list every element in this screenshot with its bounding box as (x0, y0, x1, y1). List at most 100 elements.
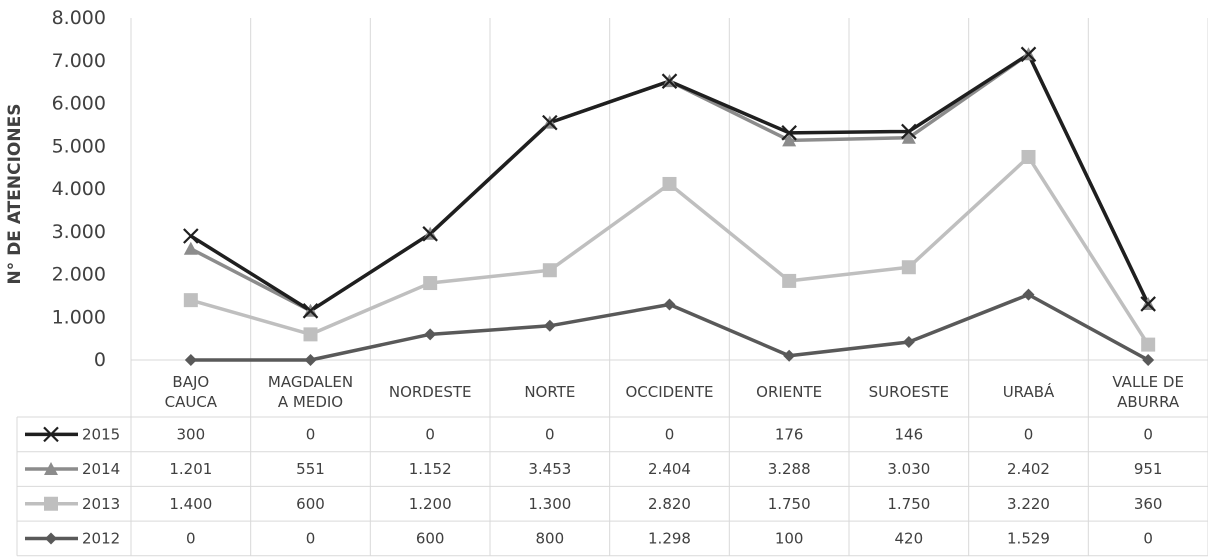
table-cell: 3.030 (887, 460, 930, 478)
data-table: 2015 300 0 0 0 0 176 146 0 0 2014 1.201 551 1.152 3.45… (16, 416, 1208, 557)
table-cell: 146 (895, 425, 924, 443)
data-point (303, 327, 318, 342)
y-axis-label: N° DE ATENCIONES (5, 104, 25, 285)
y-tick-label: 1.000 (52, 306, 106, 328)
table-cell: 1.529 (1007, 529, 1050, 547)
data-point (44, 496, 58, 511)
table-cell: 0 (306, 529, 316, 547)
data-point (542, 114, 558, 131)
table-cell: 1.750 (768, 495, 811, 513)
data-point (901, 260, 916, 275)
table-cell: 0 (545, 425, 555, 443)
data-point (542, 263, 557, 278)
data-point (423, 276, 438, 291)
category-label: NORTE (524, 383, 575, 401)
category-labels: BAJO CAUCA MAGDALEN A MEDIO NORDESTE NORTE OCC… (165, 373, 1184, 411)
category-label: ORIENTE (756, 383, 822, 401)
data-point (782, 133, 797, 147)
table-cell: 0 (186, 529, 196, 547)
table-cell: 420 (895, 529, 924, 547)
y-tick-label: 0 (94, 349, 106, 371)
table-cell: 0 (1143, 529, 1153, 547)
data-point (781, 125, 797, 141)
data-point (782, 273, 797, 288)
table-cell: 551 (296, 460, 325, 478)
table-cell: 3.220 (1007, 495, 1050, 513)
table-cell: 176 (775, 425, 804, 443)
data-point (44, 462, 58, 476)
category-label: NORDESTE (389, 383, 472, 401)
table-cell: 2.402 (1007, 460, 1050, 478)
y-tick-label: 4.000 (52, 178, 106, 200)
y-tick-label: 7.000 (52, 50, 106, 72)
data-point (543, 319, 556, 332)
legend-key (25, 426, 78, 443)
legend-key (25, 462, 78, 476)
category-label: MAGDALEN A MEDIO (268, 373, 353, 411)
table-cell: 0 (1024, 425, 1034, 443)
table-cell: 0 (665, 425, 675, 443)
data-point (1142, 354, 1155, 366)
legend-label: 2014 (82, 460, 120, 478)
data-point (902, 336, 915, 349)
legend-label: 2015 (82, 425, 120, 443)
category-label: SUROESTE (869, 383, 949, 401)
table-cell: 3.288 (768, 460, 811, 478)
table-cell: 1.400 (169, 495, 212, 513)
table-cell: 1.300 (528, 495, 571, 513)
table-cell: 2.404 (648, 460, 691, 478)
y-tick-label: 5.000 (52, 135, 106, 157)
category-label: URABÁ (1003, 382, 1055, 401)
table-cell: 1.750 (887, 495, 930, 513)
y-tick-label: 2.000 (52, 264, 106, 286)
data-point (783, 349, 796, 362)
table-cell: 0 (1143, 425, 1153, 443)
table-cell: 951 (1134, 460, 1163, 478)
y-axis: 0 1.000 2.000 3.000 4.000 5.000 6.000 7.000 8.00… (52, 7, 106, 371)
table-cell: 3.453 (528, 460, 571, 478)
category-label: OCCIDENTE (625, 383, 713, 401)
y-tick-label: 6.000 (52, 93, 106, 115)
table-cell: 100 (775, 529, 804, 547)
table-cell: 2.820 (648, 495, 691, 513)
data-point (1020, 46, 1037, 63)
legend-key (25, 532, 78, 545)
data-point (662, 176, 677, 191)
series-lines (183, 46, 1156, 366)
data-point (661, 73, 678, 89)
table-cell: 360 (1134, 495, 1163, 513)
data-point (184, 354, 197, 366)
data-point (1141, 337, 1156, 352)
data-point (424, 328, 437, 341)
legend-label: 2012 (82, 529, 120, 547)
table-cell: 800 (536, 529, 565, 547)
data-point (183, 241, 198, 255)
data-point (901, 130, 916, 144)
data-point (302, 303, 319, 319)
table-cell: 1.152 (409, 460, 452, 478)
category-label: BAJO CAUCA (165, 373, 218, 411)
data-point (1022, 288, 1035, 301)
data-point (663, 298, 676, 311)
data-point (901, 123, 917, 140)
table-cell: 600 (416, 529, 445, 547)
table-cell: 0 (306, 425, 316, 443)
table-cell: 1.201 (169, 460, 212, 478)
data-point (422, 226, 438, 242)
table-cell: 300 (177, 425, 206, 443)
legend-label: 2013 (82, 495, 120, 513)
data-point (183, 293, 198, 308)
data-point (1140, 296, 1156, 312)
table-cell: 1.298 (648, 529, 691, 547)
data-point (183, 228, 199, 244)
data-point (43, 426, 59, 443)
legend-key (25, 496, 78, 511)
data-point (1021, 149, 1036, 164)
data-point (304, 354, 317, 366)
table-cell: 600 (296, 495, 325, 513)
y-tick-label: 3.000 (52, 221, 106, 243)
data-point (45, 532, 57, 545)
y-tick-label: 8.000 (52, 7, 106, 29)
table-cell: 0 (425, 425, 435, 443)
